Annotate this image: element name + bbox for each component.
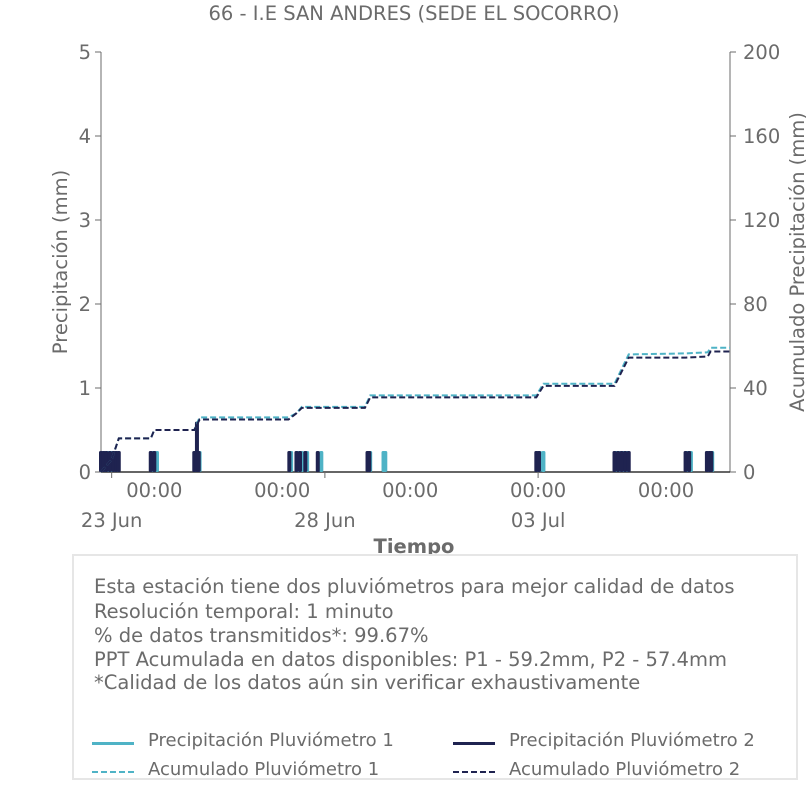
y-tick-label-left: 5 <box>79 41 91 64</box>
precip-bar-2 <box>287 451 292 472</box>
legend-label-acum1: Acumulado Pluviómetro 1 <box>148 759 380 780</box>
y-axis-label-right: Acumulado Precipitación (mm) <box>786 112 806 412</box>
x-tick-label-time: 00:00 <box>254 479 310 502</box>
x-tick-label-date: 28 Jun <box>294 509 355 532</box>
legend-swatch-p2 <box>453 742 495 745</box>
cumulative-line-2 <box>100 350 730 473</box>
y-tick-label-left: 4 <box>79 125 91 148</box>
y-tick-label-left: 0 <box>79 461 91 484</box>
legend-swatch-acum2 <box>453 771 495 773</box>
y-tick-label-right: 160 <box>743 125 780 148</box>
precip-bar-2 <box>687 451 692 472</box>
precipitation-chart: 66 - I.E SAN ANDRES (SEDE EL SOCORRO) 0 1… <box>49 2 806 558</box>
precip-bar-2 <box>298 451 303 472</box>
precip-bar-2 <box>619 451 624 472</box>
y-tick-label-right: 80 <box>743 293 768 316</box>
legend-label-p2: Precipitación Pluviómetro 2 <box>509 730 755 751</box>
y-tick-label-left: 2 <box>79 293 91 316</box>
legend-label-acum2: Acumulado Pluviómetro 2 <box>509 759 741 780</box>
info-line-transmitted: % de datos transmitidos*: 99.67% <box>94 624 429 647</box>
precip-bar-2 <box>152 451 157 472</box>
y-tick-label-right: 0 <box>743 461 755 484</box>
chart-title: 66 - I.E SAN ANDRES (SEDE EL SOCORRO) <box>209 2 620 25</box>
info-line-accumulated: PPT Acumulada en datos disponibles: P1 -… <box>94 648 727 671</box>
y-tick-label-left: 3 <box>79 209 91 232</box>
info-line-quality-note: *Calidad de los datos aún sin verificar … <box>94 671 641 694</box>
precip-bar-2 <box>683 451 688 472</box>
x-tick-label-time: 00:00 <box>510 479 566 502</box>
x-axis-label: Tiempo <box>374 535 455 558</box>
precip-bar-1 <box>383 451 388 472</box>
y-tick-label-right: 40 <box>743 377 768 400</box>
info-box: Esta estación tiene dos pluviómetros par… <box>72 554 798 780</box>
precip-bar-2 <box>616 451 621 472</box>
info-line-stations: Esta estación tiene dos pluviómetros par… <box>94 575 735 598</box>
precip-bar-2 <box>303 451 308 472</box>
x-tick-label-time: 00:00 <box>638 479 694 502</box>
y-axis-label-left: Precipitación (mm) <box>49 170 72 354</box>
precip-bar-2 <box>536 451 541 472</box>
precip-bar-1 <box>541 451 546 472</box>
precip-bar-2 <box>315 451 320 472</box>
precip-bar-2 <box>623 451 628 472</box>
precip-bar-2 <box>612 451 617 472</box>
y-tick-label-right: 120 <box>743 209 780 232</box>
precip-bar-2 <box>104 451 109 472</box>
precip-bar-2 <box>116 451 121 472</box>
precip-bar-2 <box>709 451 714 472</box>
legend-label-p1: Precipitación Pluviómetro 1 <box>148 730 394 751</box>
precip-bar-2 <box>294 451 299 472</box>
precip-bar-2 <box>148 451 153 472</box>
info-line-resolution: Resolución temporal: 1 minuto <box>94 600 394 623</box>
precip-bar-2 <box>626 451 631 472</box>
precip-bar-2 <box>367 451 372 472</box>
x-tick-label-date: 03 Jul <box>511 509 566 532</box>
precip-bar-2 <box>196 451 201 472</box>
precip-bar-1 <box>319 451 324 472</box>
y-tick-label-left: 1 <box>79 377 91 400</box>
x-tick-label-time: 00:00 <box>126 479 182 502</box>
x-tick-label-time: 00:00 <box>382 479 438 502</box>
y-tick-label-right: 200 <box>743 41 780 64</box>
legend-swatch-acum1 <box>92 771 134 773</box>
legend-swatch-p1 <box>92 742 134 745</box>
plot-area: 0 1 2 3 4 5 0 40 80 120 160 200 00:00 00:00 00:00 00:00… <box>79 41 781 532</box>
x-tick-label-date: 23 Jun <box>81 509 142 532</box>
